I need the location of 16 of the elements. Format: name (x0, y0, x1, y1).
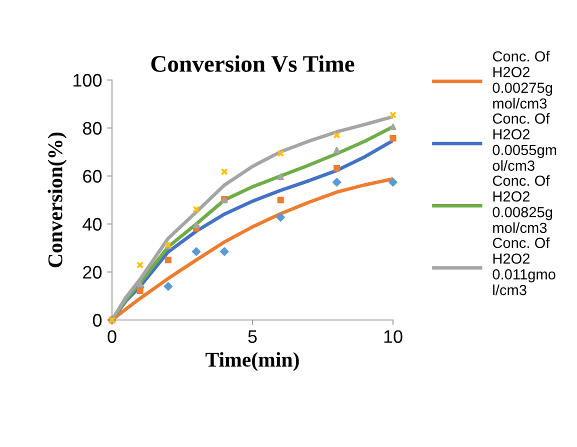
legend-label: Conc. Of H2O2 0.0055gm ol/cm3 (492, 113, 556, 171)
y-tick-label: 60 (83, 170, 102, 183)
chart-title: Conversion Vs Time (151, 55, 354, 72)
legend-label: Conc. Of H2O2 0.00825g mol/cm3 (492, 175, 552, 234)
y-tick-label: 0 (92, 314, 102, 327)
x-tick-label: 10 (384, 330, 402, 343)
legend-label: Conc. Of H2O2 0.00275g mol/cm3 (492, 50, 552, 109)
y-tick-label: 40 (82, 218, 102, 231)
y-tick-label: 80 (82, 122, 102, 135)
y-axis-title: Conversion(%) (48, 132, 67, 268)
x-tick-label: 5 (248, 330, 257, 343)
y-tick-label: 100 (74, 74, 102, 87)
y-tick-label: 20 (83, 266, 102, 279)
legend-label: Conc. Of H2O2 0.011gmo l/cm3 (492, 237, 556, 296)
x-tick-label: 0 (108, 330, 116, 343)
x-axis-title: Time(min) (206, 352, 299, 371)
